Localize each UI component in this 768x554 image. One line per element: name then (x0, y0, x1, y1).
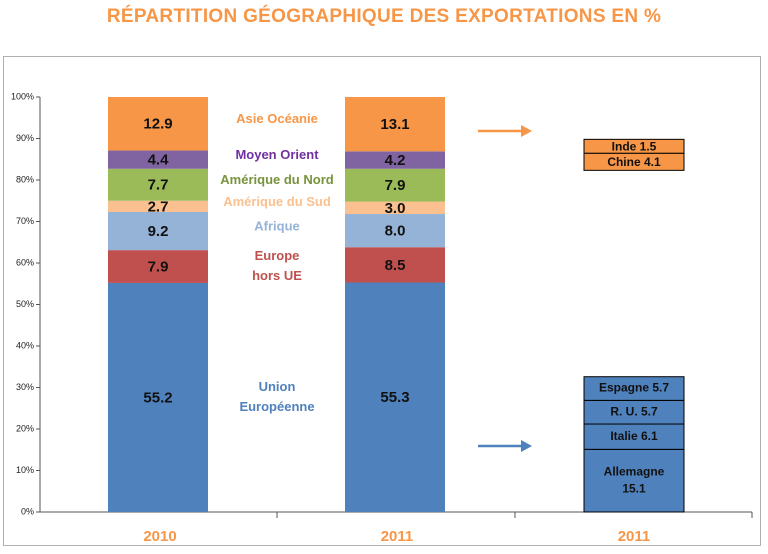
bar-value-label: 13.1 (380, 116, 409, 133)
bar-value-label: 4.4 (148, 152, 170, 169)
bar-segment-2010 (108, 282, 208, 512)
bar-segment-2010 (108, 168, 208, 201)
bar-segment-2010 (108, 200, 208, 212)
bar-value-label: 55.2 (143, 389, 172, 406)
bar-segment-2011 (345, 282, 445, 512)
bar-segment-2010 (108, 150, 208, 169)
series-label: hors UE (252, 268, 302, 283)
category-label: 2010 (143, 528, 176, 545)
y-tick-label: 30% (16, 382, 34, 392)
y-tick-label: 0% (21, 506, 34, 516)
chart-title: RÉPARTITION GÉOGRAPHIQUE DES EXPORTATION… (106, 6, 662, 27)
series-label: Europe (255, 248, 300, 263)
series-label: Afrique (254, 218, 300, 233)
eu-breakdown-label: Italie 6.1 (610, 429, 658, 443)
category-label: 2011 (381, 528, 414, 545)
bar-segment-2010 (108, 97, 208, 151)
asia-arrow-icon-head (521, 125, 532, 137)
bar-value-label: 12.9 (143, 116, 172, 133)
bar-segment-2011 (345, 97, 445, 152)
chart-frame (3, 56, 761, 546)
bar-value-label: 3.0 (385, 200, 406, 217)
eu-breakdown-box (583, 423, 685, 450)
category-label: 2011 (618, 528, 651, 545)
series-label: Moyen Orient (235, 147, 319, 162)
eu-arrow-icon-head (521, 440, 532, 452)
bar-segment-2011 (345, 201, 445, 215)
bar-value-label: 55.3 (380, 389, 409, 406)
bar-value-label: 7.9 (148, 258, 169, 275)
series-label: Amérique du Sud (223, 194, 331, 209)
bar-value-label: 2.7 (148, 198, 169, 215)
y-tick-label: 90% (16, 133, 34, 143)
bar-value-label: 9.2 (148, 223, 169, 240)
bar-value-label: 8.5 (385, 257, 406, 274)
bar-segment-2010 (108, 211, 208, 251)
series-label: Européenne (239, 399, 314, 414)
y-tick-label: 100% (11, 91, 34, 101)
y-tick-label: 70% (16, 216, 34, 226)
bar-value-label: 8.0 (385, 223, 406, 240)
bar-value-label: 7.9 (385, 177, 406, 194)
eu-breakdown-label: R. U. 5.7 (610, 404, 658, 418)
eu-breakdown-box (583, 448, 685, 513)
eu-breakdown-label: 15.1 (622, 481, 646, 495)
asia-breakdown-box (583, 152, 685, 171)
bar-segment-2011 (345, 168, 445, 202)
eu-breakdown-box (583, 376, 685, 401)
bar-value-label: 4.2 (385, 152, 406, 169)
y-tick-label: 40% (16, 340, 34, 350)
series-label: Asie Océanie (236, 111, 318, 126)
y-tick-label: 60% (16, 257, 34, 267)
asia-breakdown-label: Inde 1.5 (612, 140, 657, 154)
bar-value-label: 7.7 (148, 177, 169, 194)
series-label: Union (259, 379, 296, 394)
y-tick-label: 50% (16, 299, 34, 309)
bar-segment-2010 (108, 250, 208, 283)
y-tick-label: 80% (16, 174, 34, 184)
asia-breakdown-label: Chine 4.1 (607, 155, 661, 169)
y-tick-label: 10% (16, 465, 34, 475)
eu-breakdown-label: Espagne 5.7 (599, 381, 669, 395)
bar-segment-2011 (345, 214, 445, 248)
series-label: Amérique du Nord (220, 172, 333, 187)
eu-breakdown-label: Allemagne (604, 464, 665, 478)
bar-segment-2011 (345, 151, 445, 169)
y-tick-label: 20% (16, 423, 34, 433)
bar-segment-2011 (345, 247, 445, 283)
